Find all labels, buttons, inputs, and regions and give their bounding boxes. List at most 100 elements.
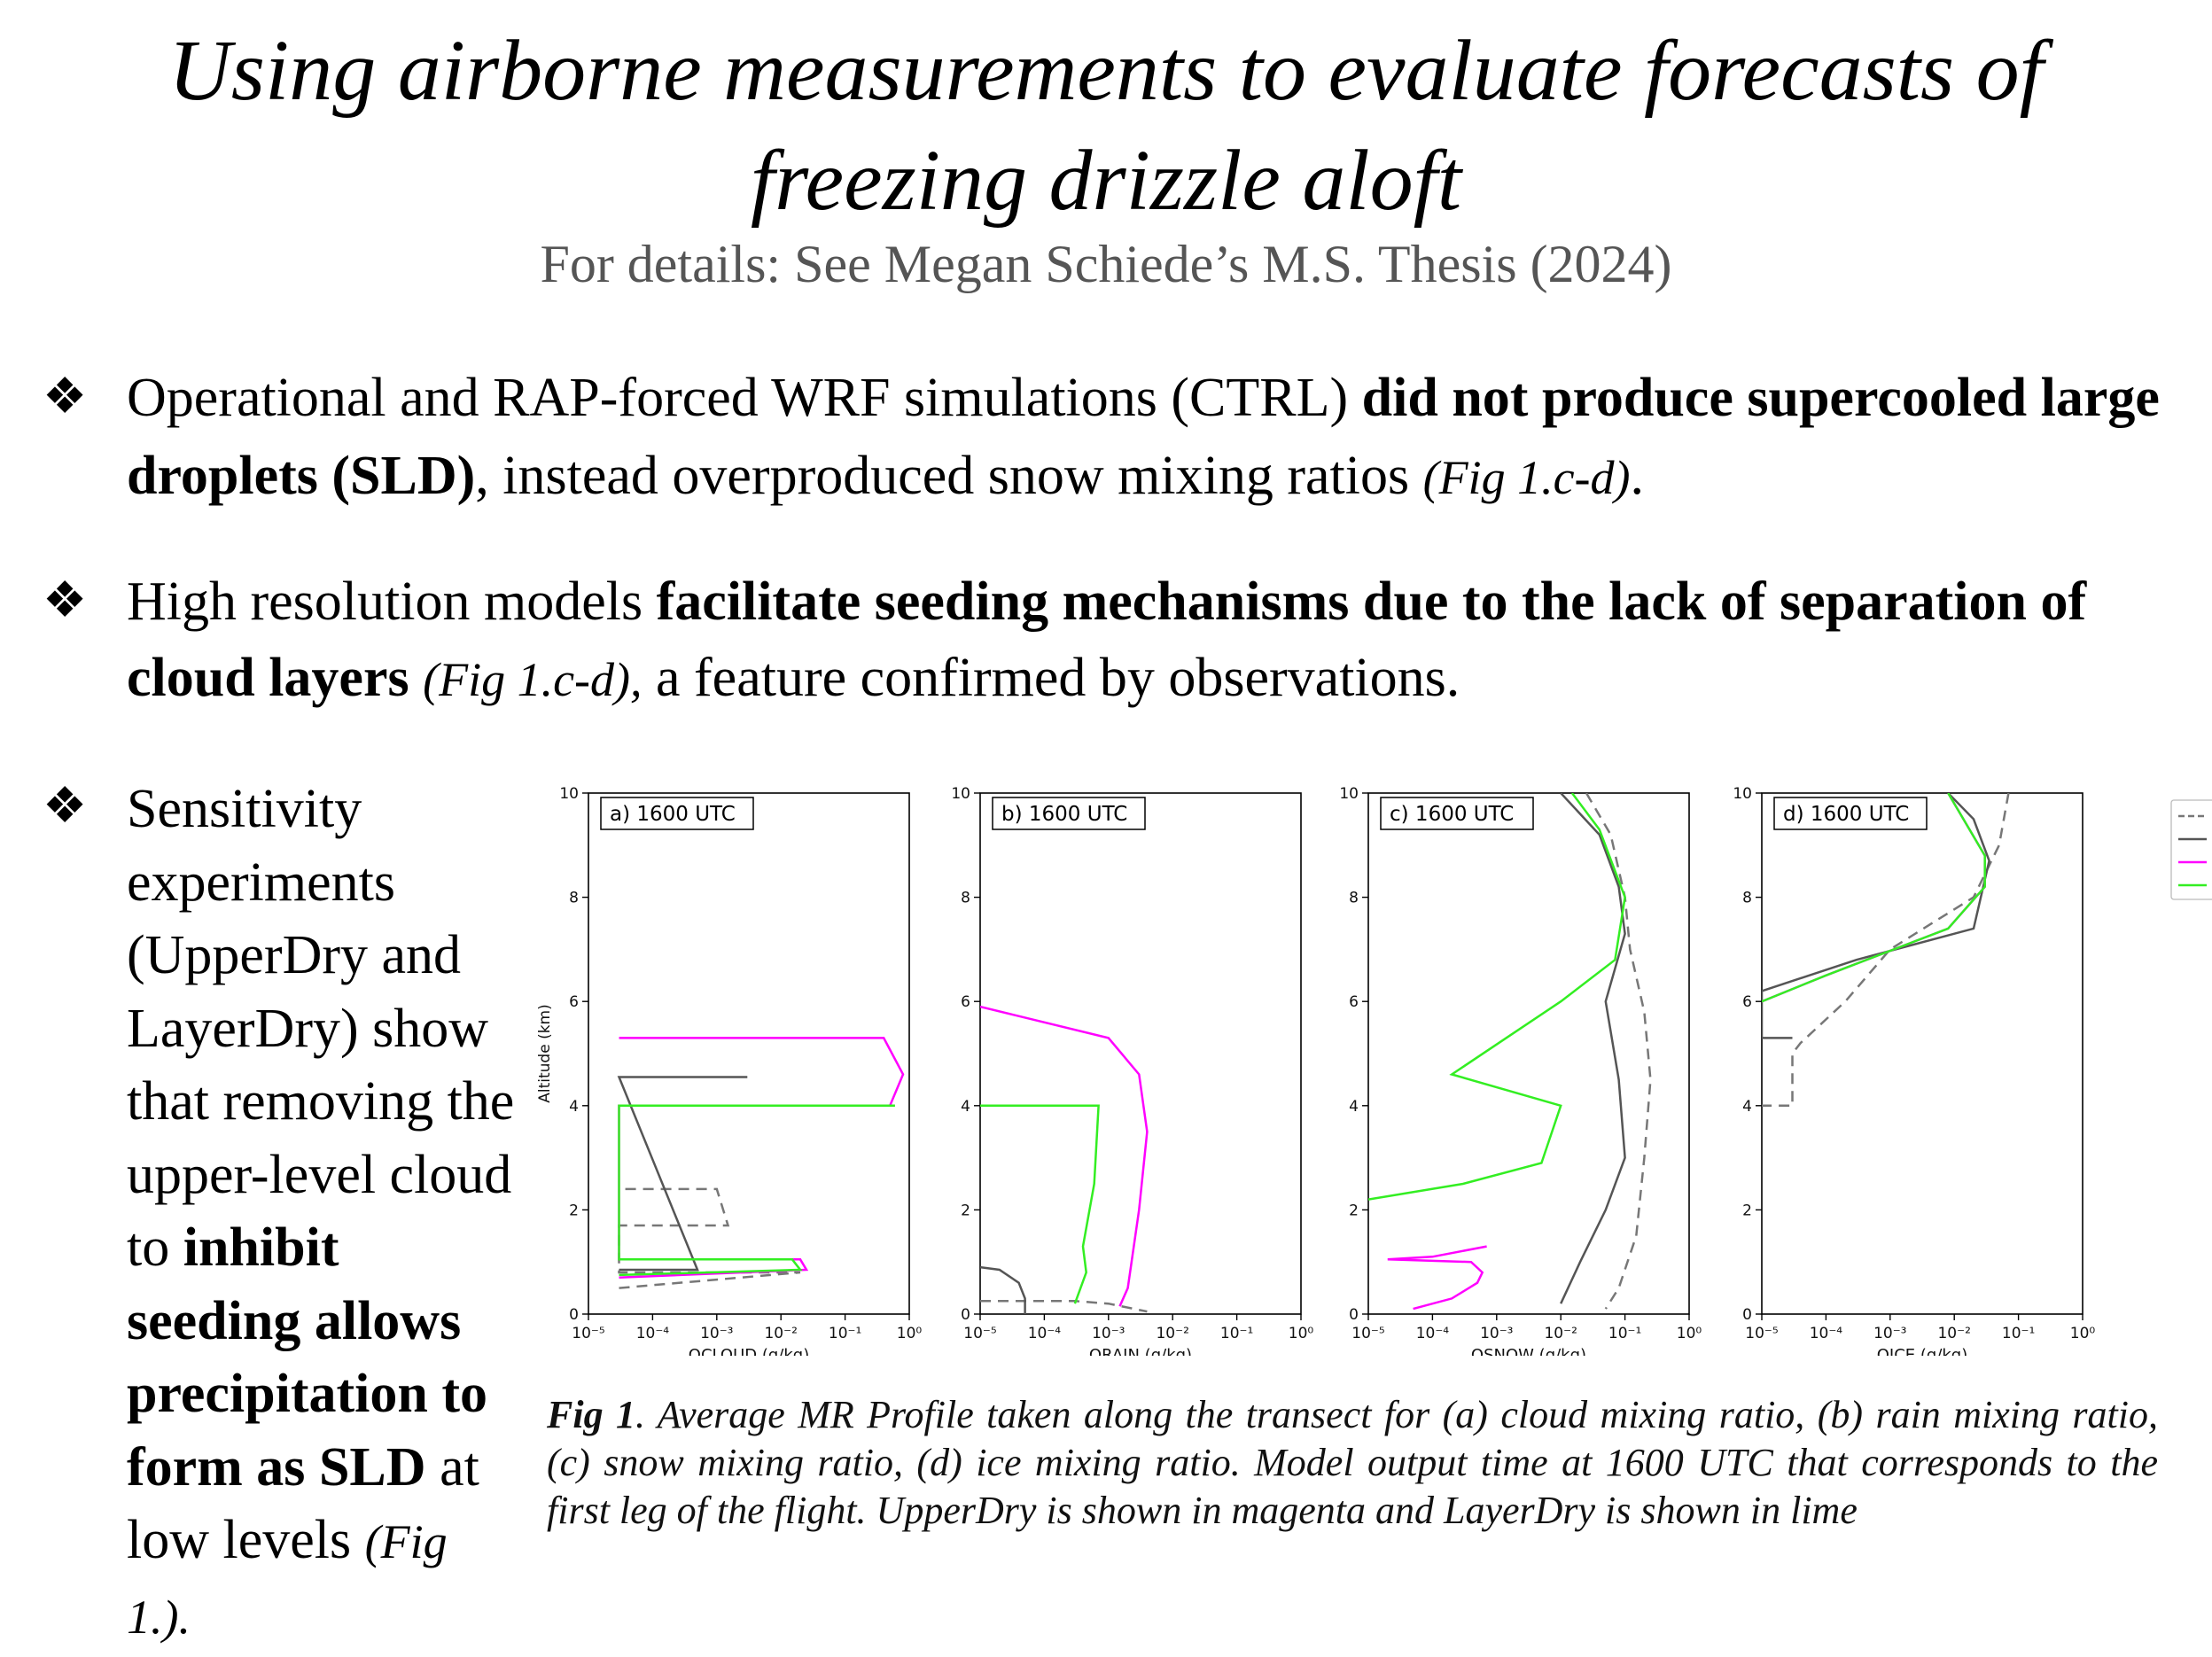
series-line-ctrl xyxy=(1560,793,1626,1304)
series-line-layerdry xyxy=(1762,793,1986,1003)
bullet-diamond-icon: ❖ xyxy=(43,573,88,628)
y-tick-label: 0 xyxy=(1742,1306,1752,1324)
panel-a: 10⁻⁵ 10⁻⁴ 10⁻³ 10⁻² 10⁻¹ 10⁰ 0 2 4 6 8 10 QCLOUD (g/… xyxy=(536,785,922,1356)
plot-frame xyxy=(1761,792,2083,1315)
figure-1: 10⁻⁵ 10⁻⁴ 10⁻³ 10⁻² 10⁻¹ 10⁰ 0 2 4 6 8 10 QCLOUD (g/… xyxy=(536,785,2212,1356)
y-tick-label: 4 xyxy=(1349,1098,1359,1116)
caption-text: . Average MR Profile taken along the tra… xyxy=(547,1393,2158,1532)
panel-c: 10⁻⁵ 10⁻⁴ 10⁻³ 10⁻² 10⁻¹ 10⁰ 0 2 4 6 8 10 QSNOW (g/k… xyxy=(1339,785,1702,1356)
series-line-upperdry xyxy=(980,1005,1149,1307)
legend-frame xyxy=(2170,799,2212,900)
x-tick-label: 10⁻¹ xyxy=(2002,1325,2035,1342)
panel-title-box xyxy=(1773,797,1928,830)
x-tick-label: 10⁻⁴ xyxy=(636,1325,670,1342)
panel-title-text: a) 1600 UTC xyxy=(610,803,736,826)
panel-title-text: d) 1600 UTC xyxy=(1783,803,1909,826)
x-axis-label: QSNOW (g/kg) xyxy=(1471,1346,1586,1356)
x-tick-label: 10⁻² xyxy=(764,1325,797,1342)
y-tick-label: 10 xyxy=(1733,785,1752,803)
y-tick-label: 8 xyxy=(1742,890,1752,907)
bullet-3-text: Sensitivity experiments (UpperDry and La… xyxy=(127,779,515,1278)
y-tick-label: 8 xyxy=(961,890,970,907)
series-line-hrrr xyxy=(980,1300,1148,1313)
y-tick-label: 10 xyxy=(951,785,970,803)
panel-title: c) 1600 UTC xyxy=(1380,797,1534,830)
bullet-1-figref: (Fig 1.c-d) xyxy=(1422,451,1631,504)
bullet-2-figref: (Fig 1.c-d), xyxy=(423,653,643,706)
bullet-2: High resolution models facilitate seedin… xyxy=(127,564,2165,718)
x-tick-label: 10⁻³ xyxy=(1092,1325,1125,1342)
legend: HRRRCTRLUpperDryLayerDry xyxy=(2170,799,2212,900)
x-tick-label: 10⁻⁴ xyxy=(1810,1325,1843,1342)
bullet-1-text: Operational and RAP-forced WRF simulatio… xyxy=(127,368,1362,428)
y-tick-label: 4 xyxy=(1742,1098,1752,1116)
x-tick-label: 10⁻² xyxy=(1156,1325,1188,1342)
bullet-3-bold: inhibit seeding allows precipitation to … xyxy=(127,1217,487,1498)
plot-frame xyxy=(1367,792,1690,1315)
bullet-diamond-icon: ❖ xyxy=(43,370,88,424)
plot-frame xyxy=(588,792,910,1315)
x-tick-label: 10⁻⁵ xyxy=(1351,1325,1384,1342)
bullet-2-text: High resolution models xyxy=(127,572,657,632)
y-tick-label: 4 xyxy=(961,1098,970,1116)
x-tick-label: 10⁻⁵ xyxy=(1745,1325,1778,1342)
x-tick-label: 10⁻¹ xyxy=(1220,1325,1253,1342)
x-tick-label: 10⁻⁴ xyxy=(1028,1325,1062,1342)
y-tick-label: 2 xyxy=(961,1202,970,1219)
series-line-layerdry xyxy=(618,1104,895,1277)
panel-title-text: c) 1600 UTC xyxy=(1390,803,1514,826)
y-axis-label: Altitude (km) xyxy=(536,1004,554,1103)
series-line-ctrl xyxy=(980,1265,1026,1314)
y-tick-label: 0 xyxy=(961,1306,970,1324)
y-tick-label: 10 xyxy=(1339,785,1359,803)
slide-title: Using airborne measurements to evaluate … xyxy=(0,16,2212,236)
bullet-1-text-2: , instead overproduced snow mixing ratio… xyxy=(475,446,1423,506)
bullet-diamond-icon: ❖ xyxy=(43,779,88,834)
y-tick-label: 6 xyxy=(1742,993,1752,1011)
bullet-2-end: a feature confirmed by observations. xyxy=(642,648,1460,708)
y-tick-label: 2 xyxy=(1349,1202,1359,1219)
panel-title-text: b) 1600 UTC xyxy=(1001,803,1127,826)
bullet-2-bold: facilitate seeding mechanisms due to the… xyxy=(127,572,2087,708)
y-tick-label: 6 xyxy=(961,993,970,1011)
y-tick-label: 2 xyxy=(569,1202,579,1219)
x-tick-label: 10⁰ xyxy=(1289,1325,1314,1342)
x-tick-label: 10⁻² xyxy=(1937,1325,1970,1342)
y-tick-label: 6 xyxy=(1349,993,1359,1011)
x-tick-label: 10⁰ xyxy=(2070,1325,2096,1342)
series-line-hrrr xyxy=(1762,793,2010,1108)
panel-title: d) 1600 UTC xyxy=(1773,797,1928,830)
bullet-3-figref: (Fig 1.). xyxy=(127,1515,448,1644)
y-tick-label: 0 xyxy=(569,1306,579,1324)
x-axis-label: QICE (g/kg) xyxy=(1877,1346,1968,1356)
x-tick-label: 10⁻³ xyxy=(1480,1325,1513,1342)
x-tick-label: 10⁻¹ xyxy=(1608,1325,1641,1342)
x-axis-label: QRAIN (g/kg) xyxy=(1089,1346,1192,1356)
plot-frame xyxy=(979,792,1302,1315)
series-line-upperdry xyxy=(618,1037,905,1280)
x-tick-label: 10⁻² xyxy=(1544,1325,1577,1342)
panel-title-box xyxy=(600,797,754,830)
y-tick-label: 6 xyxy=(569,993,579,1011)
x-tick-label: 10⁻⁵ xyxy=(963,1325,996,1342)
title-line-2: freezing drizzle aloft xyxy=(750,133,1462,229)
y-tick-label: 4 xyxy=(569,1098,579,1116)
x-axis-label: QCLOUD (g/kg) xyxy=(689,1346,809,1356)
panel-b: 10⁻⁵ 10⁻⁴ 10⁻³ 10⁻² 10⁻¹ 10⁰ 0 2 4 6 8 10 QRAIN (g/k… xyxy=(951,785,1313,1356)
bullet-1: Operational and RAP-forced WRF simulatio… xyxy=(127,359,2165,517)
series-line-layerdry xyxy=(1368,793,1626,1201)
y-tick-label: 8 xyxy=(569,890,579,907)
panel-title-box xyxy=(1380,797,1534,830)
series-line-hrrr xyxy=(1585,793,1652,1310)
bullet-3: Sensitivity experiments (UpperDry and La… xyxy=(127,773,517,1653)
x-tick-label: 10⁻⁴ xyxy=(1416,1325,1450,1342)
caption-label: Fig 1 xyxy=(547,1393,635,1436)
y-tick-label: 0 xyxy=(1349,1306,1359,1324)
y-tick-label: 8 xyxy=(1349,890,1359,907)
x-tick-label: 10⁻⁵ xyxy=(572,1325,604,1342)
x-tick-label: 10⁰ xyxy=(897,1325,923,1342)
series-line-ctrl xyxy=(1762,793,1990,1039)
title-line-1: Using airborne measurements to evaluate … xyxy=(168,23,2044,119)
bullet-1-bold: did not produce supercooled large drople… xyxy=(127,368,2160,506)
panel-title-box xyxy=(992,797,1146,830)
